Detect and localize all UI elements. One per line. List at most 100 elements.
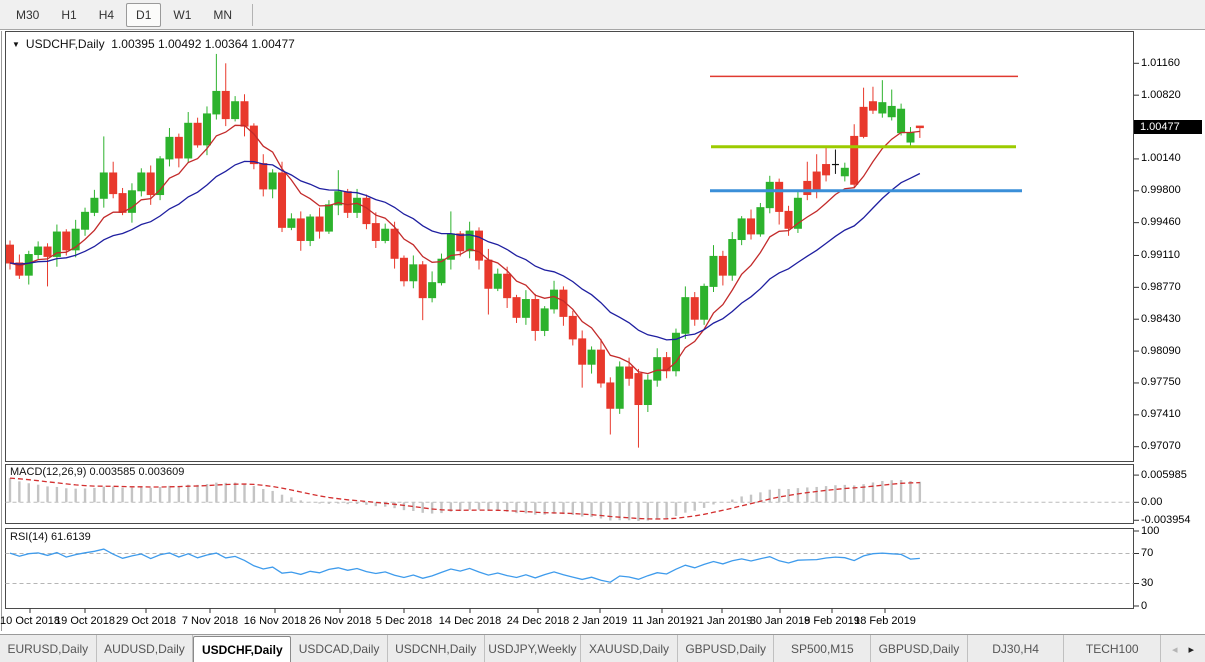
candle-body[interactable] [606,382,615,409]
candle-body[interactable] [531,299,540,331]
candle-body[interactable] [550,289,559,310]
candle-body[interactable] [193,122,202,146]
candle-body[interactable] [418,264,427,299]
candle-body[interactable] [71,228,80,251]
candle-body[interactable] [390,228,399,259]
candle-body[interactable] [315,216,324,232]
candle-body[interactable] [493,273,502,289]
candle-body[interactable] [737,218,746,241]
candle-body[interactable] [521,299,530,318]
chart-tab-dj30[interactable]: DJ30,H4 [968,635,1065,662]
candle-body[interactable] [671,332,680,372]
chart-tab-usdcnh[interactable]: USDCNH,Daily [388,635,485,662]
candle-body[interactable] [90,197,99,213]
candle-body[interactable] [81,211,90,230]
candle-body[interactable] [615,366,624,409]
timeframe-button-d1[interactable]: D1 [126,2,162,27]
candle-body[interactable] [165,136,174,160]
candle-body[interactable] [728,239,737,276]
candle-body[interactable] [109,172,118,195]
candle-body[interactable] [221,90,230,120]
candle-body[interactable] [643,379,652,406]
candle-body[interactable] [690,297,699,320]
candle-body[interactable] [803,180,812,196]
candle-body[interactable] [278,172,287,228]
candle-body[interactable] [343,191,352,213]
candle-body[interactable] [793,197,802,229]
candle-body[interactable] [915,125,924,129]
candle-body[interactable] [43,246,52,257]
chart-tab-xauusd[interactable]: XAUUSD,Daily [581,635,678,662]
candle-body[interactable] [747,218,756,235]
candle-body[interactable] [52,231,61,257]
candle-body[interactable] [887,105,896,118]
candle-body[interactable] [437,258,446,284]
candle-body[interactable] [484,259,493,289]
candle-body[interactable] [15,262,24,276]
candle-body[interactable] [681,297,690,334]
chart-tab-usdcad[interactable]: USDCAD,Daily [291,635,388,662]
candle-body[interactable] [784,210,793,229]
chart-tab-gbpusd[interactable]: GBPUSD,Daily [871,635,968,662]
candle-body[interactable] [906,132,915,143]
candle-body[interactable] [287,218,296,228]
chart-tab-sp500[interactable]: SP500,M15 [774,635,872,662]
candle-body[interactable] [859,106,868,137]
timeframe-button-m30[interactable]: M30 [16,7,40,22]
candle-body[interactable] [540,308,549,331]
candle-body[interactable] [174,136,183,159]
candle-body[interactable] [840,167,849,177]
candle-body[interactable] [381,228,390,241]
timeframe-button-w1[interactable]: W1 [173,7,192,22]
candle-body[interactable] [456,233,465,252]
candle-body[interactable] [306,216,315,241]
candle-body[interactable] [62,231,71,251]
candle-body[interactable] [428,282,437,299]
candle-body[interactable] [249,125,258,165]
candle-body[interactable] [212,90,221,115]
candle-body[interactable] [259,163,268,190]
candle-body[interactable] [465,230,474,252]
candle-body[interactable] [334,191,343,206]
chart-tab-tech100[interactable]: TECH100 [1064,635,1162,662]
candle-body[interactable] [587,349,596,365]
timeframe-button-h1[interactable]: H1 [61,7,77,22]
candle-body[interactable] [718,255,727,276]
candle-body[interactable] [653,357,662,381]
chart-tab-usdchf[interactable]: USDCHF,Daily [193,636,292,662]
tab-scroll-right-icon[interactable]: ▸ [1188,643,1195,656]
candle-body[interactable] [868,101,877,111]
candle-body[interactable] [399,257,408,282]
tab-scroll-left-icon[interactable]: ◂ [1172,643,1178,656]
candle-body[interactable] [34,246,43,256]
candle-body[interactable] [324,204,333,232]
candle-body[interactable] [822,164,831,176]
candle-body[interactable] [99,172,108,199]
candle-body[interactable] [409,264,418,282]
candle-body[interactable] [475,230,483,261]
candle-body[interactable] [756,207,765,235]
candle-body[interactable] [578,338,587,365]
candle-body[interactable] [700,285,709,320]
chevron-down-icon[interactable]: ▼ [12,40,20,49]
candle-body[interactable] [127,190,136,213]
candle-body[interactable] [268,172,277,190]
candle-body[interactable] [503,273,512,299]
candle-body[interactable] [296,218,305,241]
candle-body[interactable] [596,349,605,384]
candle-body[interactable] [184,122,193,159]
candle-body[interactable] [878,102,887,114]
chart-tab-usdjpy[interactable]: USDJPY,Weekly [485,635,582,662]
candle-body[interactable] [568,315,577,340]
chart-tab-eurusd[interactable]: EURUSD,Daily [0,635,97,662]
candle-body[interactable] [775,181,784,212]
candle-body[interactable] [118,193,127,213]
candle-body[interactable] [24,254,33,276]
candle-body[interactable] [362,197,371,225]
chart-tab-gbpusd[interactable]: GBPUSD,Daily [678,635,775,662]
chart-tab-audusd[interactable]: AUDUSD,Daily [97,635,194,662]
candle-body[interactable] [512,297,521,318]
candle-body[interactable] [812,171,821,192]
candle-body[interactable] [146,172,155,196]
